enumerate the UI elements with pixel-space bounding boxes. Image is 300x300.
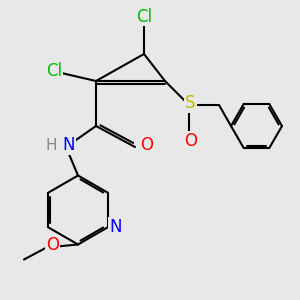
Text: N: N xyxy=(109,218,122,236)
Text: O: O xyxy=(184,132,197,150)
Text: O: O xyxy=(140,136,154,154)
Text: S: S xyxy=(185,94,196,112)
Text: Cl: Cl xyxy=(46,61,62,80)
Text: Cl: Cl xyxy=(136,8,152,26)
Text: O: O xyxy=(46,236,59,253)
Text: H: H xyxy=(45,138,57,153)
Text: N: N xyxy=(63,136,75,154)
